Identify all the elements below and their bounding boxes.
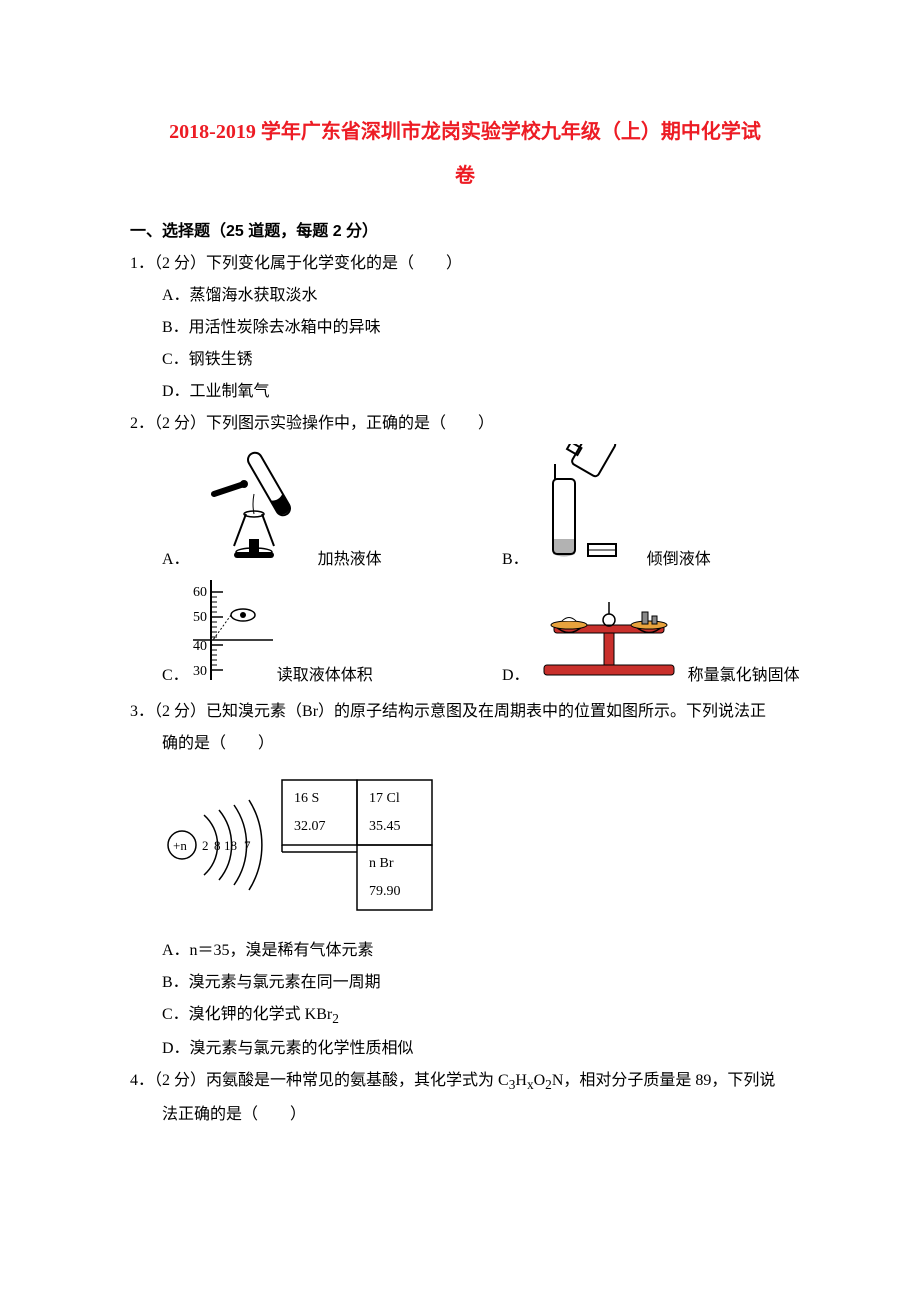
q4-number: 4．（2 分） — [130, 1072, 206, 1089]
q4-mid3: N，相对分子质量是 89，下列说 — [552, 1072, 776, 1089]
q4-mid1: H — [515, 1072, 527, 1089]
q3-option-c: C．溴化钾的化学式 KBr2 — [130, 999, 800, 1033]
question-3: 3．（2 分）已知溴元素（Br）的原子结构示意图及在周期表中的位置如图所示。下列… — [130, 696, 800, 728]
q3-number: 3．（2 分） — [130, 703, 206, 720]
svg-text:40: 40 — [193, 639, 207, 654]
q3-option-b: B．溴元素与氯元素在同一周期 — [130, 967, 800, 999]
q2-option-b: B． 倾倒液体 — [470, 444, 711, 576]
q3-text: 已知溴元素（Br）的原子结构示意图及在周期表中的位置如图所示。下列说法正 — [206, 703, 766, 720]
svg-text:+n: +n — [173, 838, 187, 853]
svg-text:30: 30 — [193, 664, 207, 679]
q1-text: 下列变化属于化学变化的是（ ） — [206, 255, 462, 272]
q2-label-c: C． — [130, 660, 189, 692]
svg-text:18: 18 — [224, 838, 237, 853]
q3-option-d: D．溴元素与氯元素的化学性质相似 — [130, 1033, 800, 1065]
svg-text:7: 7 — [244, 838, 251, 853]
q2-number: 2．（2 分） — [130, 415, 206, 432]
q1-option-a: A．蒸馏海水获取淡水 — [130, 280, 800, 312]
svg-text:n Br: n Br — [369, 856, 394, 871]
q2-row-cd: C． 60 50 40 — [130, 580, 800, 692]
q2-row-ab: A． 加热液体 — [130, 444, 800, 576]
q3-optc-sub: 2 — [332, 1011, 339, 1026]
title-line2: 卷 — [455, 165, 475, 187]
section-header: 一、选择题（25 道题，每题 2 分） — [130, 216, 800, 248]
q1-number: 1．（2 分） — [130, 255, 206, 272]
question-4: 4．（2 分）丙氨酸是一种常见的氨基酸，其化学式为 C3HxO2N，相对分子质量… — [130, 1065, 800, 1099]
q4-text-pre: 丙氨酸是一种常见的氨基酸，其化学式为 C — [206, 1072, 509, 1089]
q2-caption-c: 读取液体体积 — [277, 660, 373, 692]
q3-option-a: A．n＝35，溴是稀有气体元素 — [130, 935, 800, 967]
svg-text:79.90: 79.90 — [369, 884, 401, 899]
balance-scale-icon — [534, 590, 684, 692]
q2-text: 下列图示实验操作中，正确的是（ ） — [206, 415, 494, 432]
q3-figure: +n 2 8 18 7 16 S 32.07 17 Cl 35.45 n Br … — [130, 770, 800, 925]
exam-title: 2018-2019 学年广东省深圳市龙岗实验学校九年级（上）期中化学试 卷 — [130, 110, 800, 198]
svg-text:8: 8 — [214, 838, 221, 853]
question-1: 1．（2 分）下列变化属于化学变化的是（ ） — [130, 248, 800, 280]
atom-periodic-icon: +n 2 8 18 7 16 S 32.07 17 Cl 35.45 n Br … — [162, 770, 442, 920]
q2-caption-d: 称量氯化钠固体 — [688, 660, 800, 692]
q3-text-cont: 确的是（ ） — [130, 728, 800, 760]
svg-text:50: 50 — [193, 610, 207, 625]
q4-text-cont: 法正确的是（ ） — [130, 1099, 800, 1131]
svg-text:60: 60 — [193, 585, 207, 600]
q1-option-b: B．用活性炭除去冰箱中的异味 — [130, 312, 800, 344]
q2-label-b: B． — [470, 544, 529, 576]
q2-label-a: A． — [130, 544, 190, 576]
q1-option-d: D．工业制氧气 — [130, 376, 800, 408]
reading-volume-icon: 60 50 40 — [193, 580, 273, 692]
svg-text:16 S: 16 S — [294, 791, 319, 806]
q2-caption-b: 倾倒液体 — [647, 544, 711, 576]
exam-page: 2018-2019 学年广东省深圳市龙岗实验学校九年级（上）期中化学试 卷 一、… — [0, 0, 920, 1302]
svg-text:35.45: 35.45 — [369, 819, 401, 834]
q2-option-a: A． 加热液体 — [130, 444, 470, 576]
svg-text:32.07: 32.07 — [294, 819, 326, 834]
q2-option-c: C． 60 50 40 — [130, 580, 470, 692]
title-line1: 2018-2019 学年广东省深圳市龙岗实验学校九年级（上）期中化学试 — [169, 121, 761, 143]
q4-sub2: 2 — [545, 1077, 552, 1092]
heating-liquid-icon — [194, 444, 314, 576]
q4-mid2: O — [534, 1072, 546, 1089]
q1-option-c: C．钢铁生锈 — [130, 344, 800, 376]
svg-text:17 Cl: 17 Cl — [369, 791, 400, 806]
q2-caption-a: 加热液体 — [318, 544, 382, 576]
q4-subx: x — [527, 1077, 534, 1092]
q3-optc-text: C．溴化钾的化学式 KBr — [162, 1006, 332, 1023]
q2-option-d: D． 称量氯化钠固体 — [470, 590, 800, 692]
pouring-liquid-icon — [533, 444, 643, 576]
question-2: 2．（2 分）下列图示实验操作中，正确的是（ ） — [130, 408, 800, 440]
q2-label-d: D． — [470, 660, 530, 692]
svg-text:2: 2 — [202, 838, 209, 853]
